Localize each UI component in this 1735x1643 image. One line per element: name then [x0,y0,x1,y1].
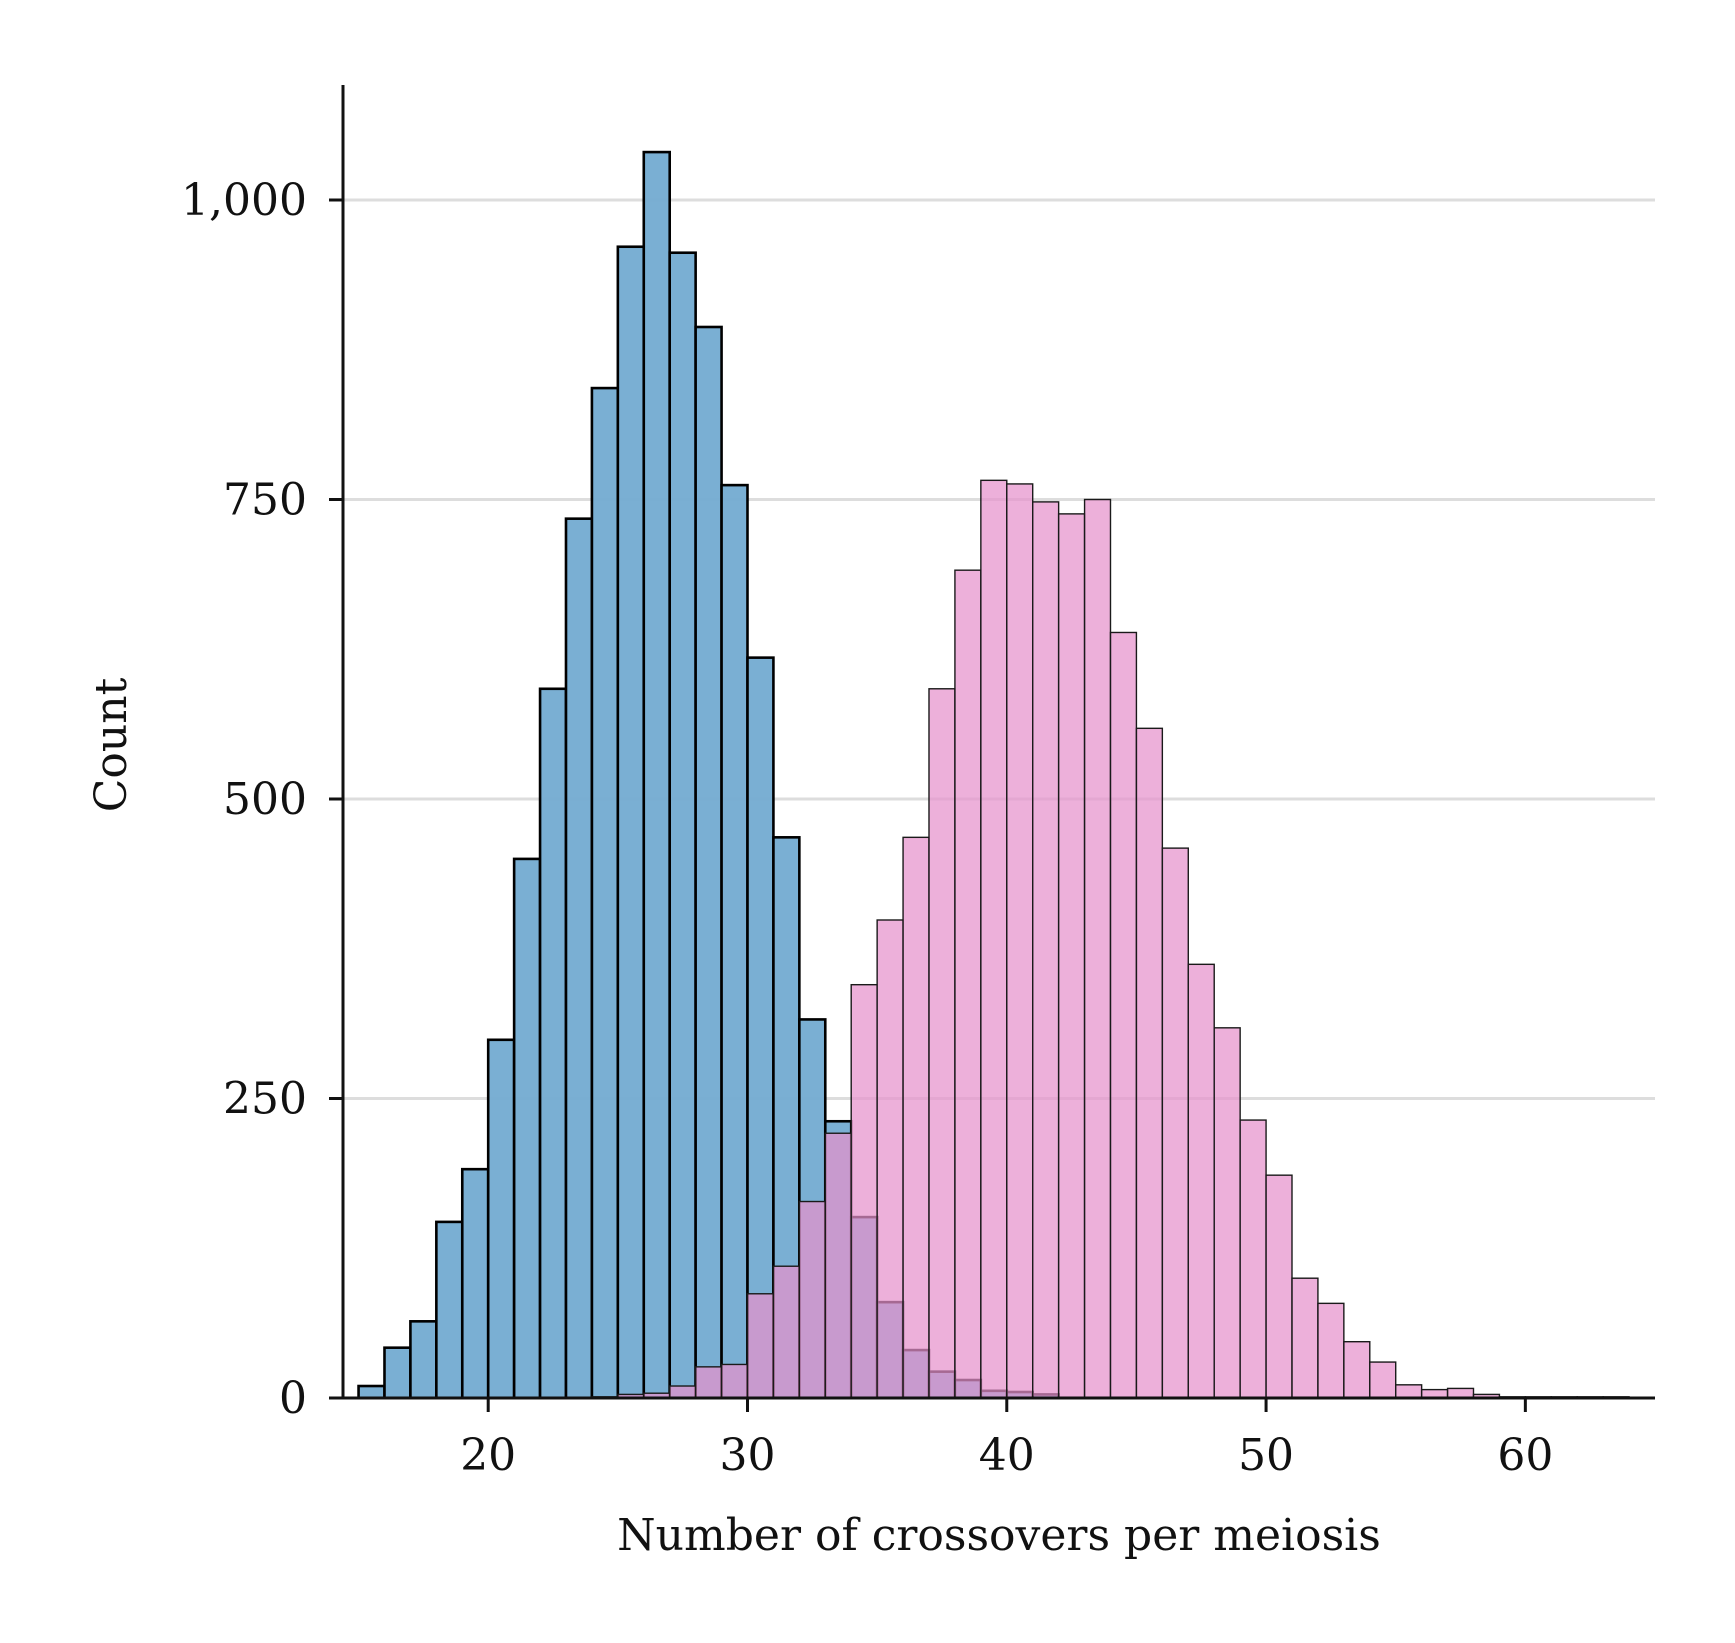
series-2-bar-5 [720,1363,749,1399]
series-1-bar-10 [616,245,646,1400]
series-2-bar-9 [824,1132,852,1399]
series-1-bar-1 [383,1346,412,1400]
series-1-bar-5 [486,1038,516,1400]
series-1-bar-0 [357,1384,386,1400]
series-2-bar-25 [1239,1119,1267,1399]
series-2-bar-10 [850,983,878,1399]
series-1-bar-13 [694,325,723,1400]
series-1-bar-14 [720,483,749,1400]
series-1-bar-3 [435,1220,464,1400]
series-2-bar-21 [1135,727,1164,1399]
series-2-bar-12 [902,836,930,1399]
series-1-bar-6 [512,857,542,1400]
y-tick-label-3: 750 [223,475,307,526]
series-2-bar-22 [1161,847,1189,1399]
series-1-bar-4 [460,1167,490,1400]
y-tick-label-1: 250 [223,1074,307,1125]
series-2-bar-19 [1083,498,1112,1399]
x-axis-ticks: 20 30 40 50 60 [460,1398,1553,1481]
series-1-bar-15 [746,656,775,1400]
series-2-bar-17 [1032,501,1060,1399]
series-2-bar-8 [798,1200,826,1399]
series-2-bar-28 [1317,1302,1345,1399]
series-2-bar-20 [1109,631,1138,1399]
series-1-bar-2 [409,1320,438,1400]
x-tick-label-1: 30 [719,1430,775,1481]
series-2-bar-3 [669,1385,697,1399]
series-2-bar-26 [1265,1174,1293,1399]
series-2-bar-14 [954,569,982,1399]
series-2-bar-29 [1343,1340,1371,1399]
y-tick-label-0: 0 [279,1373,307,1424]
x-tick-label-0: 20 [460,1430,516,1481]
series-2-bar-16 [1006,483,1034,1399]
x-axis-title: Number of crossovers per meiosis [617,1510,1381,1561]
series-2-bar-6 [746,1293,775,1399]
series-2-bar-23 [1187,963,1215,1399]
series-1-bar-9 [590,386,620,1400]
series-2-bar-7 [772,1265,801,1399]
y-tick-label-2: 500 [223,774,307,825]
series-2-bar-13 [928,688,956,1399]
series-2-bar-27 [1291,1277,1319,1399]
y-axis-ticks: 0 250 500 750 1,000 [181,175,343,1424]
series-2-bar-30 [1369,1361,1397,1399]
x-tick-label-3: 50 [1238,1430,1294,1481]
series-2-bar-24 [1213,1027,1241,1399]
series-2-bar-15 [980,479,1008,1399]
series-1-bar-7 [538,687,568,1400]
series-2-bar-4 [694,1366,723,1399]
series-2-bars [591,479,1630,1399]
series-2-bar-18 [1057,513,1086,1399]
y-axis-title: Count [86,677,137,812]
series-2-bar-31 [1395,1384,1423,1399]
y-tick-label-4: 1,000 [181,175,307,226]
series-1-bar-12 [668,251,697,1400]
series-1-bar-8 [564,517,594,1400]
series-1-bar-11 [642,150,672,1400]
series-2-bar-11 [876,919,904,1399]
x-tick-label-4: 60 [1497,1430,1553,1481]
axes [329,85,1655,1400]
x-tick-label-2: 40 [979,1430,1035,1481]
